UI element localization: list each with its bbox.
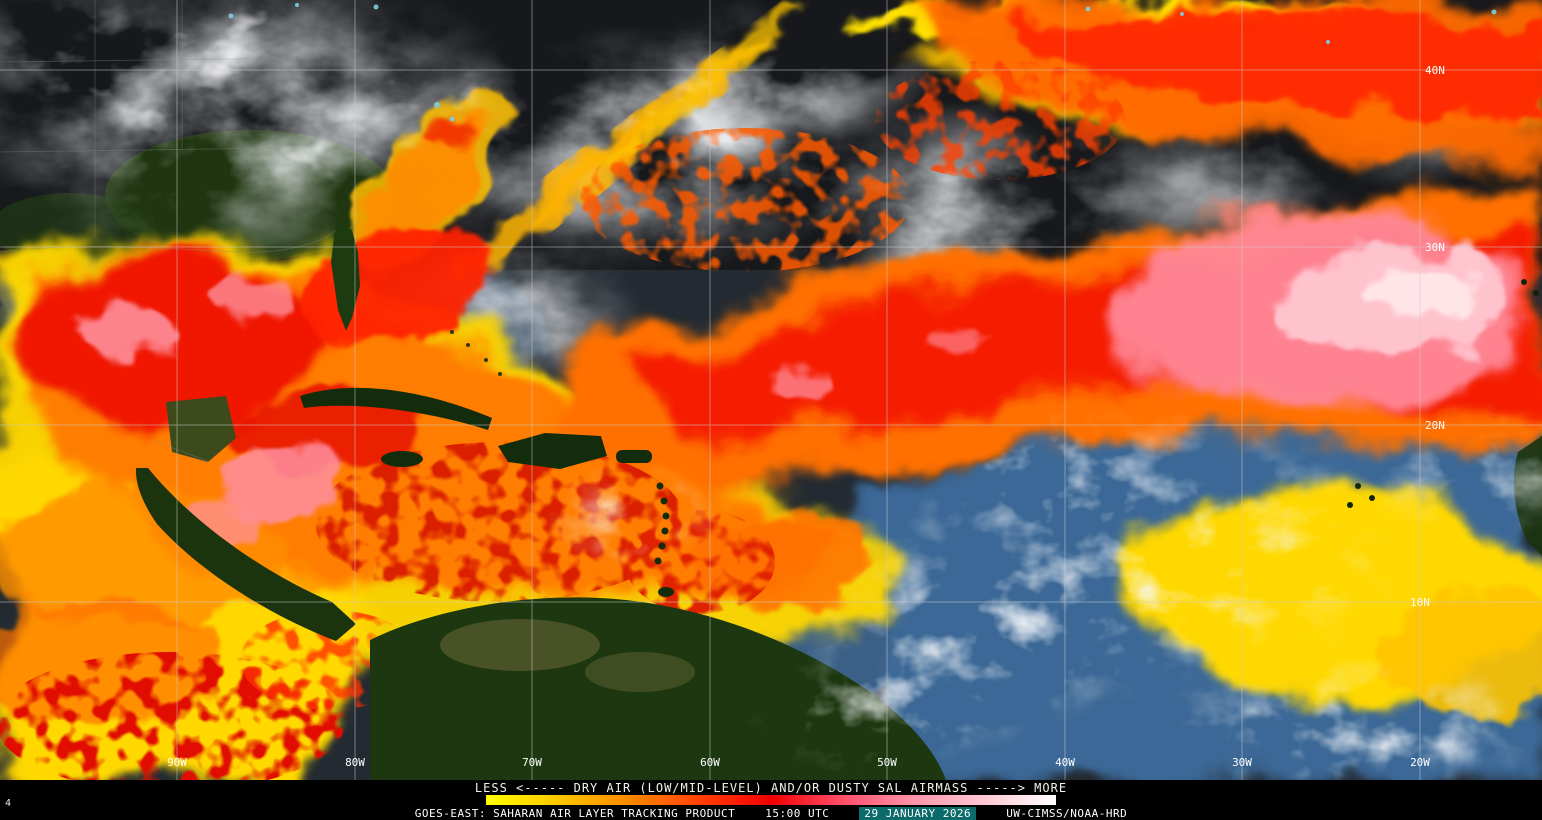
bahamas-islands <box>450 330 502 376</box>
coordinate-labels: 40N 30N 20N 10N 90W 80W 70W 60W 50W 40W … <box>167 64 1445 769</box>
caption-bar: GOES-EAST: SAHARAN AIR LAYER TRACKING PR… <box>0 806 1542 820</box>
satellite-map-canvas: 40N 30N 20N 10N 90W 80W 70W 60W 50W 40W … <box>0 0 1542 780</box>
colorbar-row <box>0 795 1542 806</box>
overshoot-dots <box>228 3 1497 122</box>
legend-panel: LESS <----- DRY AIR (LOW/MID-LEVEL) AND/… <box>0 780 1542 820</box>
canary-islands <box>1521 279 1539 296</box>
product-title: GOES-EAST: SAHARAN AIR LAYER TRACKING PR… <box>414 806 736 820</box>
product-credit: UW-CIMSS/NOAA-HRD <box>1006 806 1128 820</box>
product-time: 15:00 UTC <box>765 806 830 820</box>
hispaniola-landmass <box>498 433 607 469</box>
lat-label: 10N <box>1410 596 1430 609</box>
cloud-layer-upper <box>20 0 1542 780</box>
lon-label: 90W <box>167 756 187 769</box>
yucatan-landmass <box>166 396 236 462</box>
lon-label: 50W <box>877 756 897 769</box>
grid-layer <box>0 0 1542 780</box>
lat-label: 30N <box>1425 241 1445 254</box>
lon-label: 30W <box>1232 756 1252 769</box>
central-america-landmass <box>135 468 356 641</box>
product-date: 29 JANUARY 2026 <box>859 806 977 820</box>
lon-label: 80W <box>345 756 365 769</box>
scale-text: LESS <----- DRY AIR (LOW/MID-LEVEL) AND/… <box>474 780 1068 795</box>
colorbar-gradient <box>486 795 1056 805</box>
lat-label: 40N <box>1425 64 1445 77</box>
puertorico-landmass <box>616 450 652 463</box>
lon-label: 20W <box>1410 756 1430 769</box>
lon-label: 70W <box>522 756 542 769</box>
scale-row: LESS <----- DRY AIR (LOW/MID-LEVEL) AND/… <box>0 780 1542 795</box>
cuba-landmass <box>300 387 492 430</box>
lat-label: 20N <box>1425 419 1445 432</box>
satellite-map: 40N 30N 20N 10N 90W 80W 70W 60W 50W 40W … <box>0 0 1542 780</box>
frame-number: 4 <box>5 798 12 809</box>
jamaica-landmass <box>381 451 423 467</box>
lon-label: 40W <box>1055 756 1075 769</box>
lon-label: 60W <box>700 756 720 769</box>
florida-landmass <box>331 222 360 331</box>
